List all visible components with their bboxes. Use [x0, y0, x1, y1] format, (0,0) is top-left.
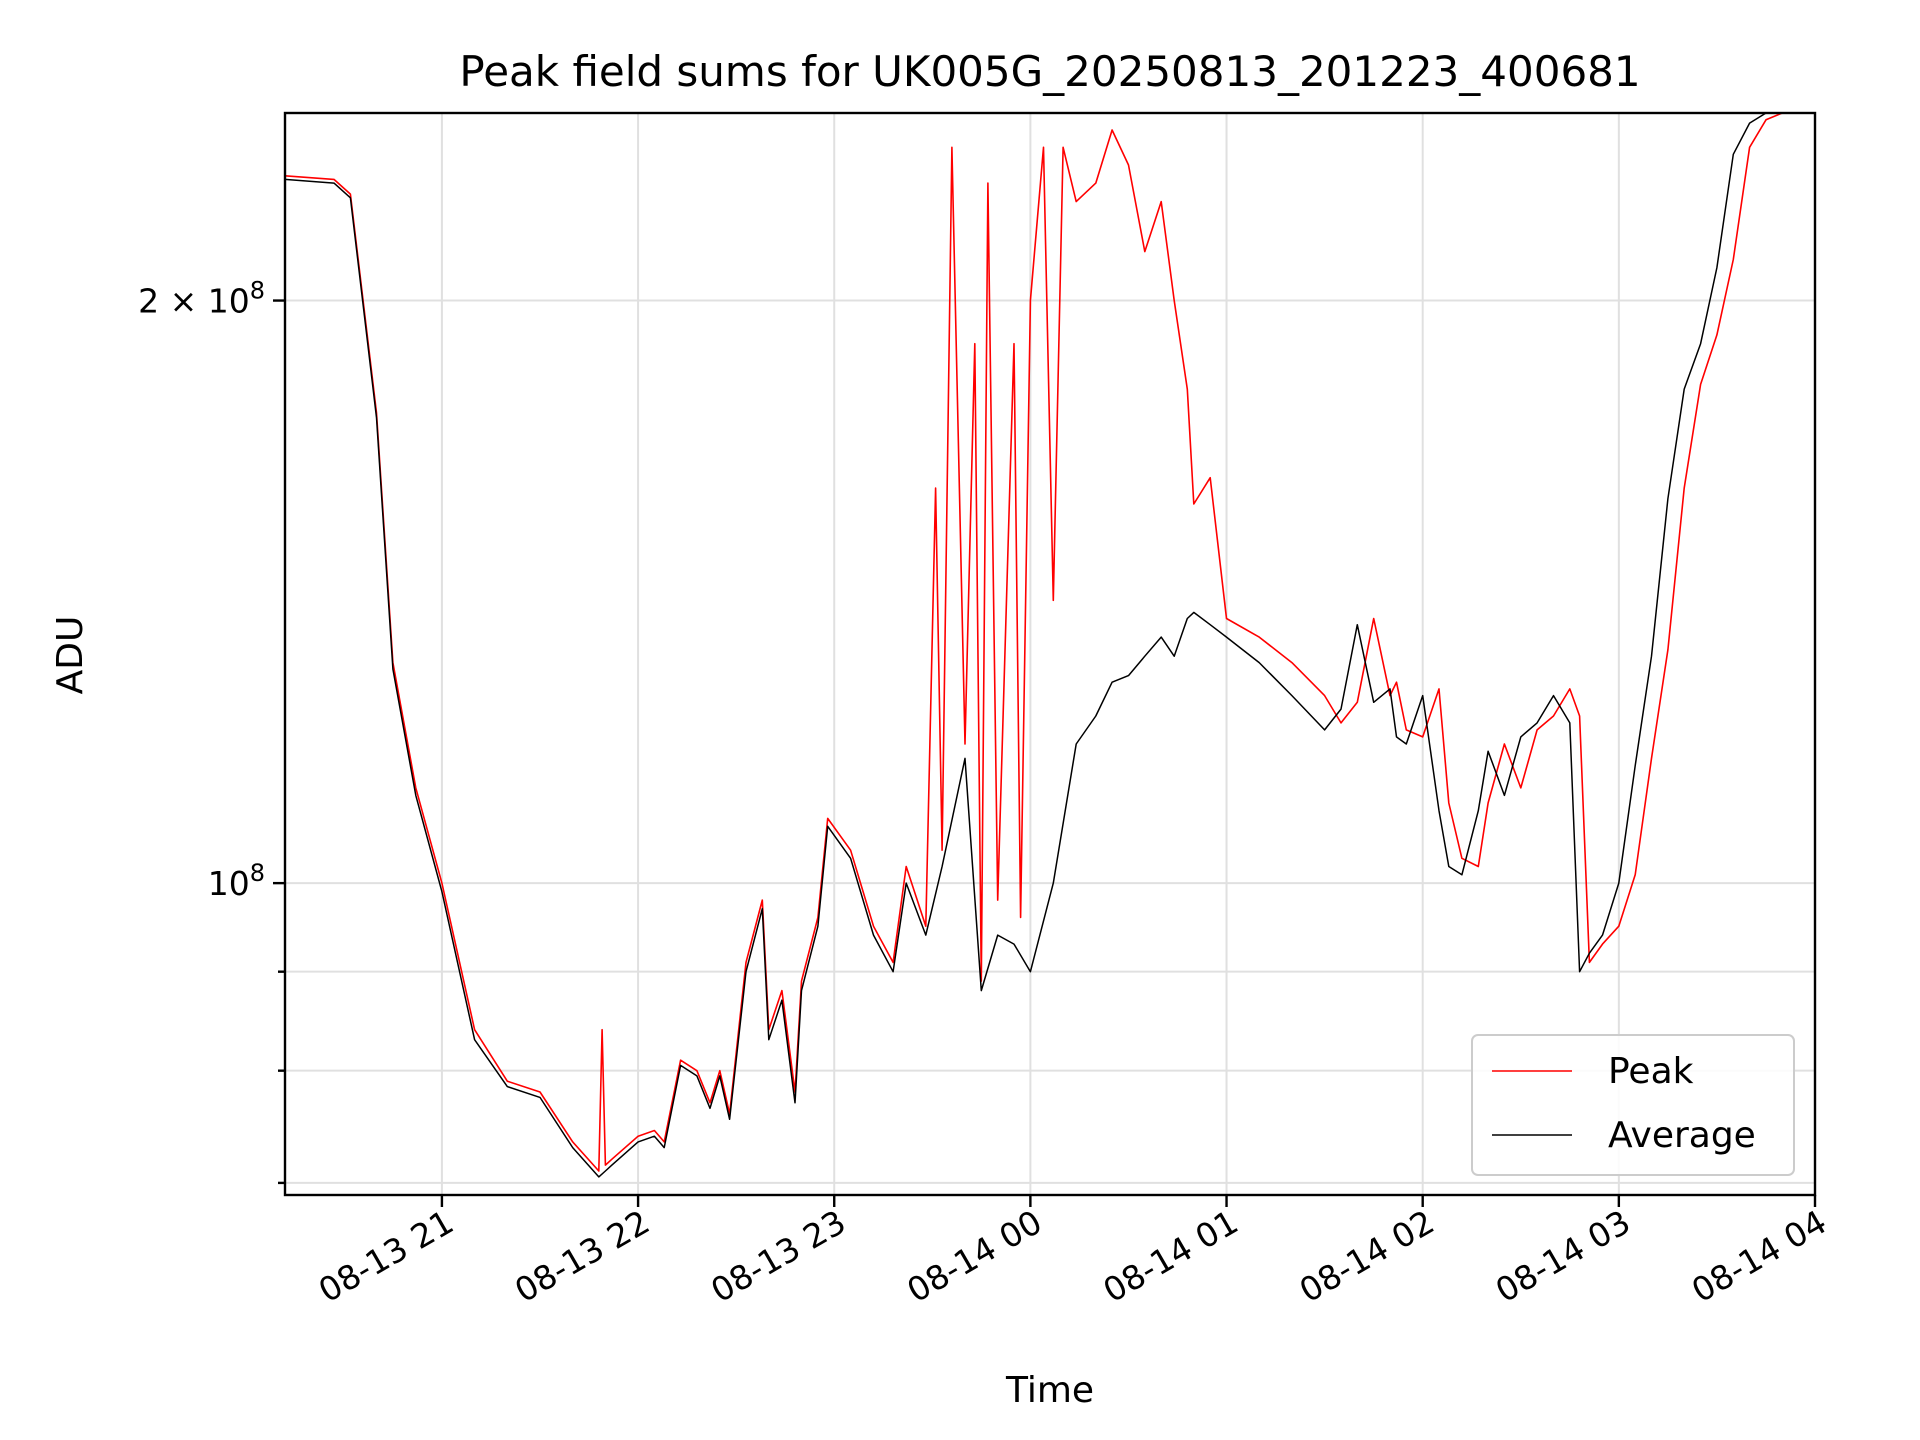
legend-peak-label: Peak: [1608, 1051, 1694, 1092]
legend-average-label: Average: [1608, 1115, 1756, 1156]
peak-series-line: [284, 112, 1809, 1172]
grid: [285, 113, 1816, 1195]
plot-area: [284, 112, 1809, 1178]
y-tick-label: 2 × 108: [138, 277, 265, 321]
plot-frame: [283, 111, 1817, 1197]
chart-title: Peak field sums for UK005G_20250813_2012…: [459, 47, 1640, 96]
x-axis-label: Time: [1005, 1370, 1094, 1411]
average-series-line: [284, 112, 1809, 1178]
y-axis-label: ADU: [50, 616, 91, 695]
y-tick-label: 108: [208, 859, 265, 903]
legend-box: [1471, 1034, 1795, 1176]
legend: Peak Average: [1471, 1034, 1795, 1176]
